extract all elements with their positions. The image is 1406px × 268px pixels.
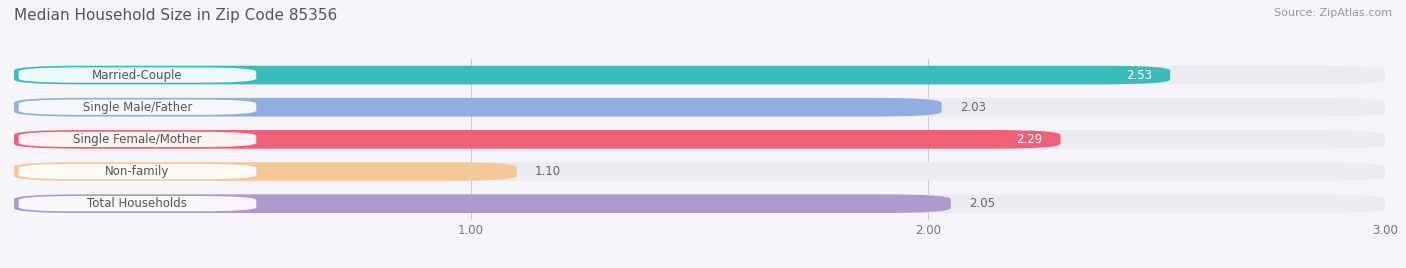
Text: 1.10: 1.10 [536, 165, 561, 178]
Text: Median Household Size in Zip Code 85356: Median Household Size in Zip Code 85356 [14, 8, 337, 23]
FancyBboxPatch shape [14, 66, 1170, 84]
Text: Non-family: Non-family [105, 165, 170, 178]
Text: 2.03: 2.03 [960, 101, 986, 114]
FancyBboxPatch shape [14, 130, 1385, 149]
FancyBboxPatch shape [14, 130, 1060, 149]
FancyBboxPatch shape [14, 194, 1385, 213]
FancyBboxPatch shape [14, 162, 1385, 181]
FancyBboxPatch shape [18, 132, 256, 147]
FancyBboxPatch shape [14, 98, 942, 117]
Text: 2.53: 2.53 [1126, 69, 1152, 81]
Text: 2.29: 2.29 [1017, 133, 1042, 146]
Text: 2.05: 2.05 [969, 197, 995, 210]
FancyBboxPatch shape [18, 164, 256, 179]
FancyBboxPatch shape [14, 66, 1385, 84]
FancyBboxPatch shape [18, 99, 256, 115]
Text: Married-Couple: Married-Couple [93, 69, 183, 81]
FancyBboxPatch shape [14, 98, 1385, 117]
Text: Single Male/Father: Single Male/Father [83, 101, 193, 114]
FancyBboxPatch shape [18, 67, 256, 83]
FancyBboxPatch shape [18, 196, 256, 211]
Text: Single Female/Mother: Single Female/Mother [73, 133, 201, 146]
FancyBboxPatch shape [14, 194, 950, 213]
FancyBboxPatch shape [14, 162, 517, 181]
Text: Source: ZipAtlas.com: Source: ZipAtlas.com [1274, 8, 1392, 18]
Text: Total Households: Total Households [87, 197, 187, 210]
